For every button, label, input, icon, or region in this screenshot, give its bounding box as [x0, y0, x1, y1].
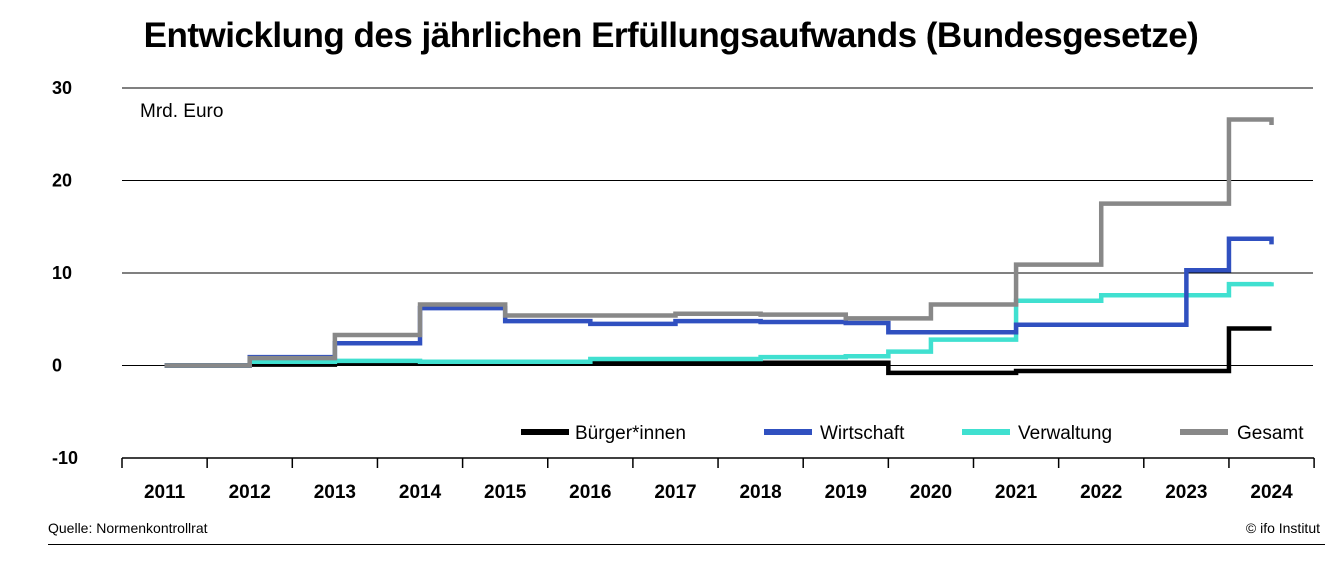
legend-label: Bürger*innen [575, 423, 686, 444]
x-tick-label: 2014 [399, 482, 442, 503]
legend-label: Wirtschaft [820, 423, 905, 444]
x-tick-label: 2016 [569, 482, 611, 503]
unit-label: Mrd. Euro [140, 101, 223, 122]
chart-title: Entwicklung des jährlichen Erfüllungsauf… [143, 16, 1199, 55]
x-tick-label: 2011 [144, 482, 186, 503]
bottom-rule [48, 544, 1325, 545]
x-tick-label: 2013 [314, 482, 356, 503]
x-tick-label: 2021 [995, 482, 1038, 503]
credit-note: © ifo Institut [1245, 520, 1320, 536]
series-line [164, 326, 1272, 376]
x-tick-label: 2012 [229, 482, 271, 503]
source-note: Quelle: Normenkontrollrat [48, 520, 208, 536]
y-tick-label: 20 [52, 171, 72, 191]
series-line [164, 236, 1274, 368]
y-tick-label: -10 [52, 448, 78, 468]
x-tick-label: 2020 [910, 482, 952, 503]
y-tick-label: 10 [52, 263, 72, 283]
x-tick-label: 2024 [1250, 482, 1293, 503]
y-tick-label: 30 [52, 78, 72, 98]
x-tick-label: 2015 [484, 482, 527, 503]
x-tick-label: 2023 [1165, 482, 1207, 503]
x-tick-label: 2018 [739, 482, 781, 503]
legend-label: Gesamt [1237, 423, 1304, 444]
x-tick-label: 2022 [1080, 482, 1122, 503]
x-tick-label: 2017 [654, 482, 696, 503]
series-line [164, 281, 1274, 368]
y-tick-label: 0 [52, 356, 62, 376]
x-tick-label: 2019 [825, 482, 867, 503]
series-line [164, 117, 1274, 368]
legend-label: Verwaltung [1018, 423, 1112, 444]
